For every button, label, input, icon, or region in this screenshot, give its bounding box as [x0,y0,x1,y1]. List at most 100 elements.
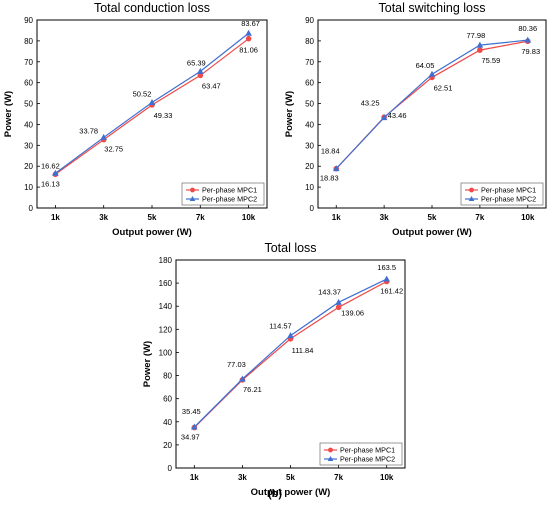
y-tick-label: 120 [159,325,173,334]
legend-box [319,442,403,466]
data-label: 32.75 [104,145,123,154]
y-tick-label: 140 [159,302,173,311]
legend-marker-triangle [327,456,334,461]
figure-caption: (b) [268,488,282,500]
y-tick-label: 30 [305,141,314,150]
data-label: 65.39 [187,58,206,67]
x-tick-label: 7k [196,213,205,222]
legend-label: Per-phase MPC2 [340,455,395,464]
data-point-mpc2 [52,169,59,176]
data-label: 139.06 [341,308,364,317]
y-tick-label: 10 [305,183,314,192]
x-tick-label: 10k [380,473,394,482]
data-label: 64.05 [416,61,435,70]
data-label: 33.78 [79,126,98,135]
data-point-mpc1 [245,35,252,42]
data-label: 34.97 [181,433,200,442]
x-tick-label: 5k [428,213,437,222]
data-point-mpc2 [245,29,252,36]
legend-label: Per-phase MPC1 [202,186,257,195]
legend-label: Per-phase MPC2 [481,195,536,204]
data-label: 49.33 [154,111,173,120]
data-label: 50.52 [133,89,152,98]
y-tick-label: 20 [24,162,33,171]
panel-total-loss: Total loss 0 20 40 60 80 100 120 140 160 180 1k 3k 5k… [142,241,406,498]
legend-label: Per-phase MPC2 [202,195,257,204]
x-tick-label: 3k [380,213,389,222]
data-label: 75.59 [481,56,500,65]
x-tick-label: 10k [521,213,535,222]
data-point-mpc2 [287,332,294,339]
data-point-mpc2 [383,275,390,282]
x-tick-label: 1k [332,213,341,222]
x-axis-label: Output power (W) [251,487,331,498]
x-tick-label: 5k [286,473,295,482]
legend-label: Per-phase MPC1 [340,446,395,455]
data-label: 76.21 [243,385,262,394]
y-tick-label: 90 [24,16,33,25]
y-tick-label: 0 [310,204,315,213]
y-axis-label: Power (W) [142,341,153,387]
y-tick-label: 40 [163,418,172,427]
data-label: 143.37 [318,287,341,296]
data-label: 161.42 [380,286,403,295]
data-point-mpc2 [476,41,484,48]
data-label: 111.84 [292,346,314,355]
legend-marker-circle [190,187,195,193]
legend-marker-circle [328,447,333,453]
data-label: 77.98 [466,31,485,40]
legend-box [460,182,544,206]
y-tick-label: 160 [159,279,173,288]
data-label: 81.06 [239,46,258,55]
y-tick-label: 90 [305,16,314,25]
y-axis-label: Power (W) [284,91,295,137]
data-point-mpc2 [100,133,107,140]
plot-frame [317,19,547,209]
legend-box [181,182,265,206]
panel-switching-loss: Total switching loss 0 10 20 30 40 50 60 70 80 90 1… [284,1,547,238]
y-tick-label: 60 [24,79,33,88]
y-tick-label: 80 [163,372,172,381]
y-tick-label: 70 [305,58,314,67]
data-point-mpc2 [197,67,204,74]
legend-marker-triangle [189,196,196,201]
y-tick-label: 100 [159,348,173,357]
data-point-mpc1 [477,47,483,53]
data-point-mpc2 [332,165,340,172]
data-point-mpc2 [148,98,156,105]
y-tick-label: 60 [305,79,314,88]
data-point-mpc2 [335,298,342,305]
data-label: 77.03 [227,360,246,369]
y-tick-label: 0 [168,464,173,473]
y-tick-label: 50 [24,100,33,109]
data-label: 16.62 [41,161,60,170]
data-label: 16.13 [41,179,60,188]
y-tick-label: 0 [29,204,34,213]
data-point-mpc2 [380,114,388,121]
y-tick-label: 70 [24,58,33,67]
x-tick-label: 3k [238,473,247,482]
data-label: 79.83 [521,47,540,56]
chart-title: Total switching loss [379,1,486,15]
y-tick-label: 80 [305,37,314,46]
chart-title: Total conduction loss [94,1,210,15]
y-tick-label: 20 [163,441,172,450]
data-label: 18.84 [321,147,340,156]
data-point-mpc2 [524,36,532,43]
y-axis-label: Power (W) [3,91,14,137]
panel-conduction-loss: Total conduction loss 0 10 20 30 40 50 60 70 80 90… [3,1,268,238]
y-tick-label: 50 [305,100,314,109]
data-label: 18.83 [320,174,339,183]
x-tick-label: 7k [334,473,343,482]
y-tick-label: 30 [24,141,33,150]
data-label: 62.51 [434,83,453,92]
x-axis-label: Output power (W) [392,227,472,238]
y-tick-label: 180 [159,256,173,265]
data-point-mpc2 [428,70,436,77]
x-tick-label: 1k [190,473,199,482]
x-tick-label: 3k [99,213,108,222]
y-tick-label: 40 [24,120,33,129]
y-tick-label: 80 [24,37,33,46]
